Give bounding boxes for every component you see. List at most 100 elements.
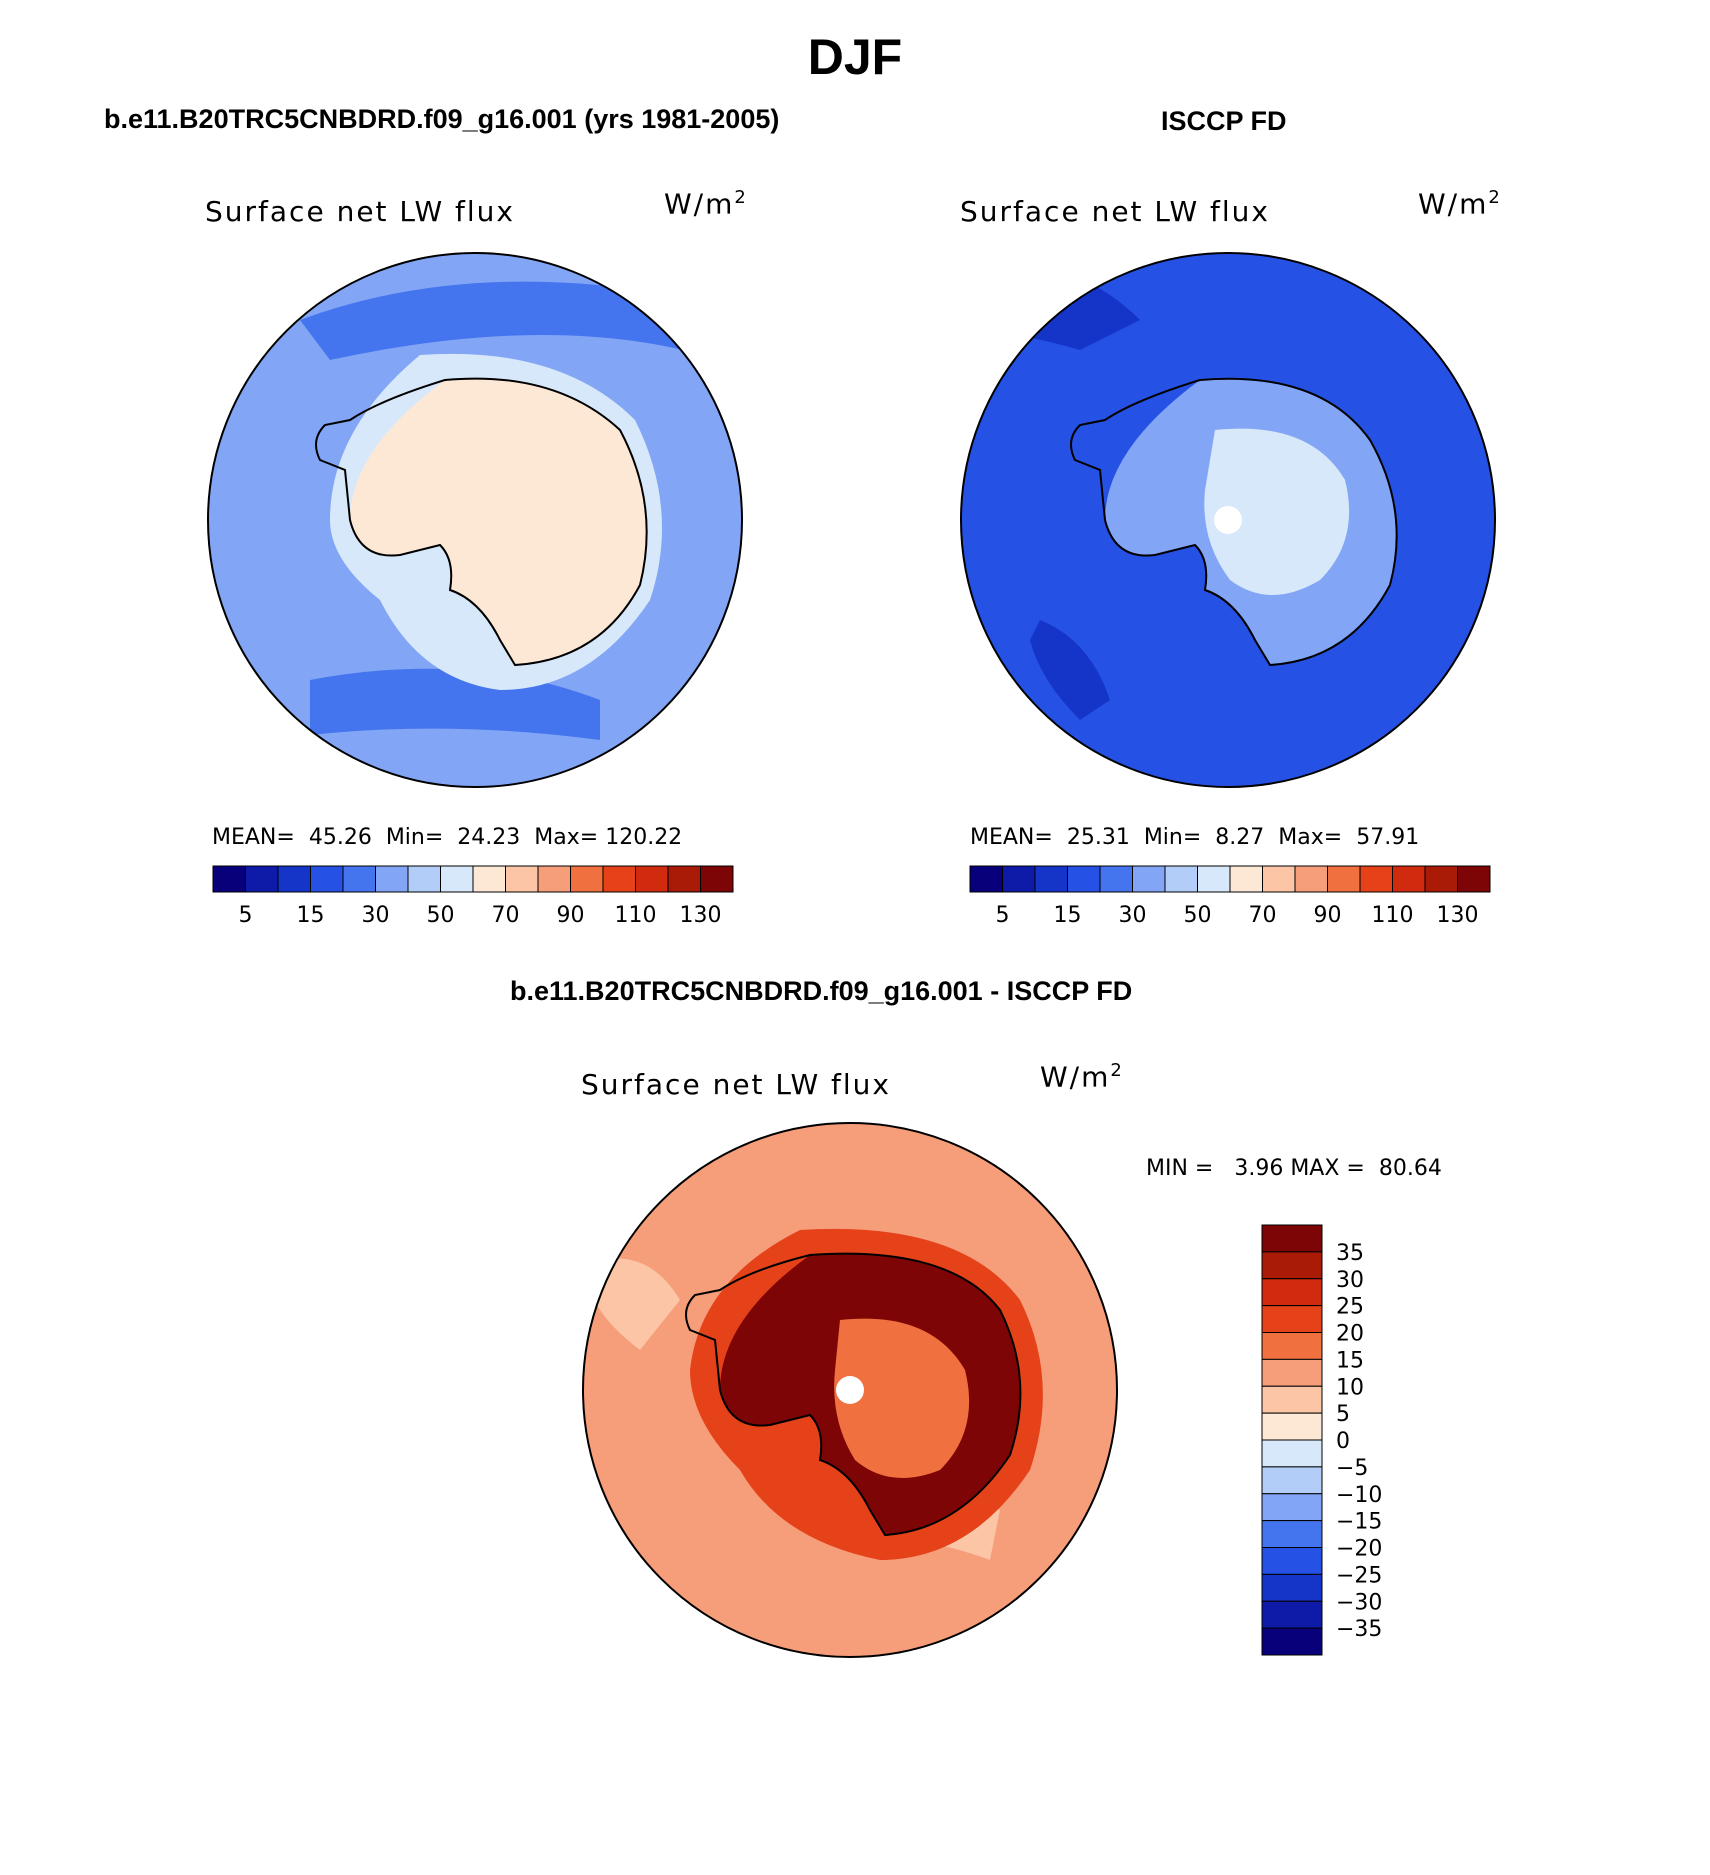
- panel-3-light-patch-west: [590, 1258, 680, 1350]
- panel-1-map-border: [207, 252, 743, 788]
- panel-2-colorbar-tick-label: 5: [996, 903, 1010, 928]
- panel-3-colorbar-tick-label: −10: [1336, 1483, 1382, 1508]
- panel-3-variable-label: Surface net LW flux: [581, 1068, 891, 1101]
- panel-1-colorbar-tick-label: 70: [492, 903, 520, 928]
- panel-3-stats: MIN = 3.96 MAX = 80.64: [1146, 1156, 1442, 1181]
- panel-3-coastline: [685, 1252, 1022, 1537]
- panel-1-colorbar-box: [667, 865, 701, 893]
- panel-3-colorbar-tick-label: 5: [1336, 1402, 1350, 1427]
- panel-3-colorbar-tick-label: 10: [1336, 1375, 1364, 1400]
- panel-2-colorbar-box: [1359, 865, 1393, 893]
- panel-2-map-border: [960, 252, 1496, 788]
- panel-1-colorbar-box: [635, 865, 669, 893]
- panel-2-colorbar-tick-label: 15: [1054, 903, 1082, 928]
- panel-2-colorbar-box: [1424, 865, 1458, 893]
- panel-2-coastline: [1070, 377, 1398, 667]
- panel-1-title: b.e11.B20TRC5CNBDRD.f09_g16.001 (yrs 198…: [104, 104, 780, 134]
- panel-2-colorbar-box: [1164, 865, 1198, 893]
- panel-2-colorbar-tick-label: 30: [1119, 903, 1147, 928]
- panel-2-stats: MEAN= 25.31 Min= 8.27 Max= 57.91: [970, 825, 1420, 850]
- panel-3-colorbar-tick-label: −30: [1336, 1590, 1382, 1615]
- panel-3-colorbar-box: [1261, 1305, 1323, 1333]
- page-title: DJF: [807, 29, 903, 85]
- panel-3-colorbar-tick-label: −35: [1336, 1617, 1382, 1642]
- panel-1-colorbar-box: [375, 865, 409, 893]
- panel-2-title: ISCCP FD: [1161, 106, 1287, 136]
- panel-3-colorbar-box: [1261, 1385, 1323, 1414]
- panel-3-colorbar-box: [1261, 1439, 1323, 1468]
- panel-3-colorbar-box: [1261, 1466, 1323, 1495]
- panel-3-colorbar-tick-label: 20: [1336, 1322, 1364, 1347]
- panel-3-colorbar-box: [1261, 1332, 1323, 1360]
- panel-1-colorbar-box: [342, 865, 376, 893]
- panel-1-colorbar-box: [212, 865, 246, 893]
- panel-2-colorbar-box: [1457, 865, 1491, 893]
- panel-3-colorbar-box: [1261, 1278, 1323, 1307]
- panel-3-colorbar-box: [1261, 1224, 1323, 1253]
- panel-1-colorbar-box: [245, 865, 279, 893]
- panel-3-colorbar-box: [1261, 1627, 1323, 1656]
- panel-1-colorbar-box: [310, 865, 344, 893]
- panel-1-colorbar-tick-label: 110: [615, 903, 657, 928]
- panel-1-colorbar-tick-label: 15: [297, 903, 325, 928]
- panel-3-colorbar-tick-label: −25: [1336, 1563, 1382, 1588]
- panel-2-plateau-field: [1204, 428, 1350, 595]
- panel-3-colorbar-tick-label: 35: [1336, 1241, 1364, 1266]
- panel-2-colorbar-box: [1392, 865, 1426, 893]
- panel-1-coastline: [315, 377, 648, 667]
- panel-2-colorbar-box: [1132, 865, 1166, 893]
- panel-1-colorbar-box: [277, 865, 311, 893]
- panel-3-colorbar-tick-label: 25: [1336, 1295, 1364, 1320]
- panel-3-units: W/m2: [1040, 1060, 1124, 1094]
- panel-3-colorbar-box: [1261, 1251, 1323, 1280]
- panel-1-colorbar-box: [407, 865, 441, 893]
- panel-3-interior-field: [834, 1318, 970, 1478]
- panel-3-colorbar-box: [1261, 1547, 1323, 1575]
- panel-3-colorbar-tick-label: 30: [1336, 1268, 1364, 1293]
- panel-1-colorbar-tick-label: 50: [427, 903, 455, 928]
- panel-2-colorbar-box: [1327, 865, 1361, 893]
- panel-2-variable-label: Surface net LW flux: [960, 195, 1270, 228]
- panel-3-title: b.e11.B20TRC5CNBDRD.f09_g16.001 - ISCCP …: [510, 976, 1133, 1006]
- panel-2-colorbar-tick-label: 50: [1184, 903, 1212, 928]
- panel-1-stats: MEAN= 45.26 Min= 24.23 Max= 120.22: [212, 825, 683, 850]
- panel-2-colorbar-tick-label: 70: [1249, 903, 1277, 928]
- panel-3-colorbar-box: [1261, 1600, 1323, 1629]
- panel-2-units: W/m2: [1418, 187, 1502, 221]
- panel-2-colorbar-tick-label: 130: [1437, 903, 1479, 928]
- panel-3-colorbar-box: [1261, 1520, 1323, 1548]
- panel-3-pole-marker: [836, 1376, 864, 1404]
- panel-3-colorbar-box: [1261, 1573, 1323, 1602]
- panel-1-colorbar-box: [602, 865, 636, 893]
- panel-1-colorbar-box: [505, 865, 539, 893]
- panel-2-colorbar-box: [1099, 865, 1133, 893]
- panel-2-dark-patch-south: [1030, 620, 1110, 720]
- panel-1-units: W/m2: [664, 187, 748, 221]
- panel-1-map: [207, 252, 743, 788]
- panel-2-colorbar-box: [1067, 865, 1101, 893]
- panel-3-colorbar-tick-label: 15: [1336, 1348, 1364, 1373]
- panel-3-map: [582, 1122, 1118, 1658]
- panel-1-colorbar-tick-label: 130: [680, 903, 722, 928]
- panel-2-colorbar-box: [1229, 865, 1263, 893]
- panel-1-colorbar-tick-label: 30: [362, 903, 390, 928]
- panel-3-colorbar-tick-label: −5: [1336, 1456, 1368, 1481]
- panel-3-colorbar-box: [1261, 1358, 1323, 1387]
- panel-2-colorbar-box: [1002, 865, 1036, 893]
- panel-2-colorbar-box: [1034, 865, 1068, 893]
- panel-1-variable-label: Surface net LW flux: [205, 195, 515, 228]
- panel-2-colorbar-box: [1294, 865, 1328, 893]
- panel-2-colorbar-tick-label: 90: [1314, 903, 1342, 928]
- panel-3-colorbar-tick-label: −20: [1336, 1537, 1382, 1562]
- panel-2-map: [960, 252, 1496, 788]
- panel-1-colorbar-tick-label: 90: [557, 903, 585, 928]
- panel-3-map-border: [582, 1122, 1118, 1658]
- panel-2-colorbar-box: [1197, 865, 1231, 893]
- panel-1-colorbar-tick-label: 5: [239, 903, 253, 928]
- panel-2-pole-marker: [1214, 506, 1242, 534]
- panel-1-colorbar-box: [700, 865, 734, 893]
- panel-2-colorbar-box: [969, 865, 1003, 893]
- panel-2-colorbar-box: [1262, 865, 1296, 893]
- panel-1-colorbar-box: [440, 865, 474, 893]
